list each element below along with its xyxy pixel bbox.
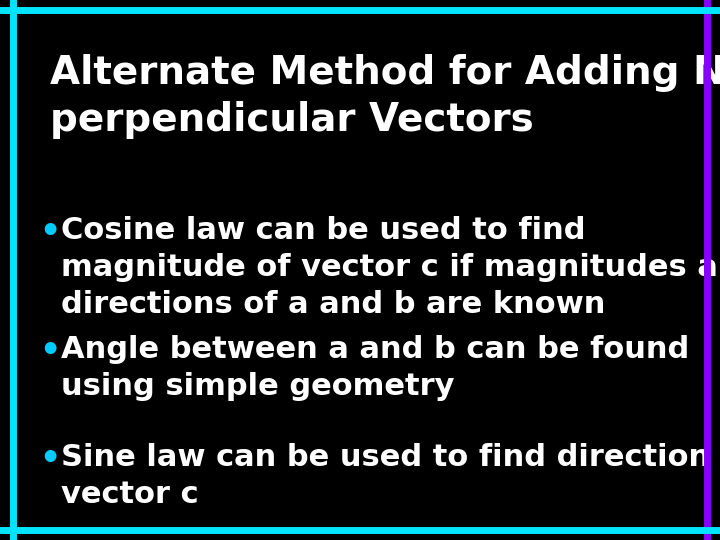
Text: •: • [40,335,61,368]
Text: Sine law can be used to find direction of
vector c: Sine law can be used to find direction o… [61,443,720,509]
Text: •: • [40,216,61,249]
Text: Angle between a and b can be found
using simple geometry: Angle between a and b can be found using… [61,335,690,401]
Text: •: • [40,443,61,476]
Text: Cosine law can be used to find
magnitude of vector c if magnitudes and
direction: Cosine law can be used to find magnitude… [61,216,720,319]
Text: Alternate Method for Adding Non-
perpendicular Vectors: Alternate Method for Adding Non- perpend… [50,54,720,139]
